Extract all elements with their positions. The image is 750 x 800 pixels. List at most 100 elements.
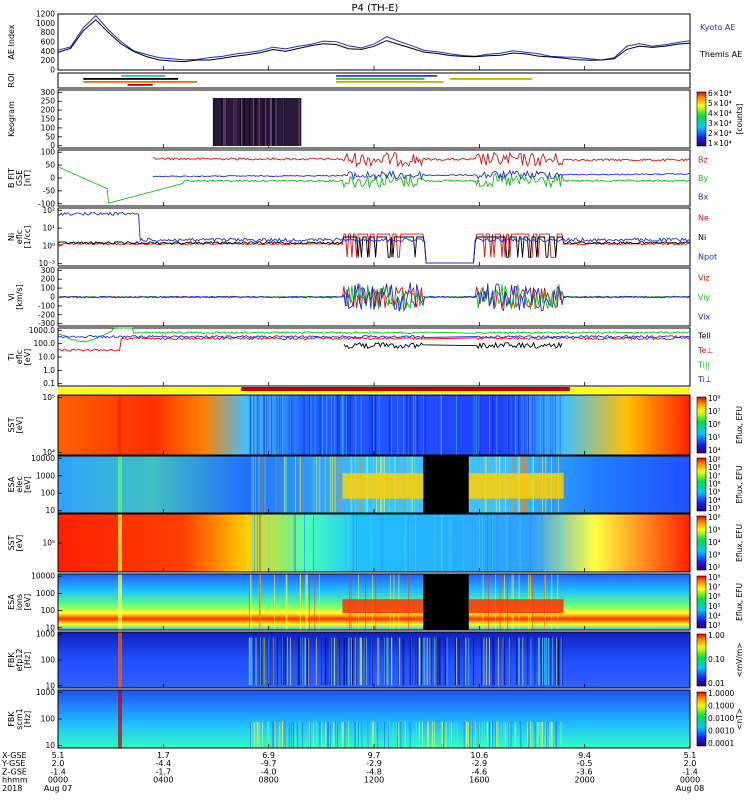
ephem-col2-row2: -4.0 [261,767,277,776]
esa-i-streak [259,574,261,630]
sst-i-cbar-tick-1: 10³ [708,551,721,560]
ephem-col5-row3: 2000 [574,776,594,785]
fbk-b-streak [487,721,489,748]
esa-i-axis-label-1: ions [15,594,24,610]
fbk-e-streak [445,637,446,686]
esa-e-streak [319,456,321,513]
fbk-e-streak [258,637,260,686]
bfield-axis-label-1: GSE [15,170,24,186]
sst-e-streak [512,395,514,455]
fbk-b-streak [504,721,506,748]
fbk-e-streak [248,637,250,686]
fbk-e-streak [331,637,333,686]
fbk-e-streak [372,637,373,686]
fbk-e-streak [356,637,358,686]
fbk-e-streak [440,637,442,686]
fbk-e-streak [283,637,285,686]
sst-i-streak [506,514,508,572]
fbk-e-streak [481,637,483,686]
fbk-b-streak [348,721,349,748]
fbk-b-streak [453,721,455,748]
fbk-e-streak [417,637,419,686]
sst-e-spike [118,395,123,455]
fbk-e-streak [348,637,350,686]
sst-e-streak [389,395,390,455]
sst-e-streak [519,395,521,455]
fbk-e-streak [436,637,437,686]
fbk-e-streak [438,637,440,686]
fbk-b-streak [442,721,444,748]
fbk-e-streak [472,637,474,686]
sst-e-streak [342,395,344,455]
fbk-b-streak [456,721,458,748]
fbk-b-streak [326,721,328,748]
keogram-ytick-3: 150 [41,115,56,124]
ephem-col2-row1: -9.7 [261,759,277,768]
fbk-e-streak [557,637,559,686]
esa-e-band-2 [468,473,564,499]
esa-e-data-gap [423,456,469,513]
fbk-e-streak [253,637,255,686]
bfield-series-1 [57,166,691,204]
sst-i-streak [449,514,451,572]
fbk-e-streak [324,637,326,686]
esa-e-streak [334,456,336,513]
fbk-b-streak [354,721,356,748]
fbk-e-streak [410,637,412,686]
fbk-b-streak [290,721,292,748]
sst-i-streak [434,514,436,572]
temperature-ytick-2: 10.0 [38,353,55,362]
fbk-e-streak [307,637,309,686]
fbk-e-streak [391,637,393,686]
fbk-b-streak [495,721,497,748]
sst-i-spike [118,514,123,572]
fbk-e-streak [468,637,470,686]
esa-e-streak [316,456,318,513]
sst-i-streak [491,514,493,572]
fbk-b-streak [255,721,257,748]
esa-i-ytick-0: 10 [45,623,55,632]
fbk-b-streak [298,721,299,748]
sst-i-colorbar [696,515,707,571]
fbk-e-streak [263,637,264,686]
fbk-b-streak [309,721,311,748]
fbk-b-streak [487,721,488,748]
sst-e-streak [476,395,478,455]
sst-e-streak [508,395,510,455]
fbk-e-streak [558,637,559,686]
fbk-e-streak [530,637,532,686]
ephem-col6-row1: 2.0 [684,759,697,768]
bfield-legend-2: Bx [698,193,708,202]
fbk-b-streak [297,721,299,748]
keogram-cbar-tick-0: 1×10⁴ [708,139,732,148]
fbk-b-streak [267,721,269,748]
sst-e-streak [515,395,516,455]
fbk-b-streak [329,721,331,748]
ephem-col3-row1: -2.9 [366,759,382,768]
fbk-e-streak [261,637,263,686]
fbk-e-streak [402,637,404,686]
fbk-b-streak [344,721,346,748]
fbk-b-streak [293,721,294,748]
fbk-b-streak [528,721,530,748]
sst-e-streak [265,395,267,455]
fbk-e-streak [334,637,336,686]
keogram-cbar-tick-5: 6×10⁴ [708,89,732,98]
fbk-b-streak [335,721,337,748]
sst-e-streak [253,395,255,455]
temperature-ytick-0: 0.1 [43,379,55,388]
keogram-streak [283,98,285,146]
sst-e-streak [540,395,542,455]
esa-i-ytick-2: 1000 [36,589,55,598]
fbk-e-streak [556,637,558,686]
esa-i-cbar-tick-3: 10⁶ [708,592,721,601]
sst-e-streak [423,395,424,455]
fbk-b-streak [268,721,270,748]
fbk-e-axis-label-0: FBK [7,652,16,668]
fbk-b-colorbar [696,691,707,747]
fbk-b-streak [301,721,303,748]
sst-e-streak [264,395,265,455]
keogram-ytick-0: 0 [50,141,55,150]
temperature-axis-label-2: [eV] [23,349,32,366]
fbk-e-cbar-tick-1: 0.10 [708,655,725,664]
